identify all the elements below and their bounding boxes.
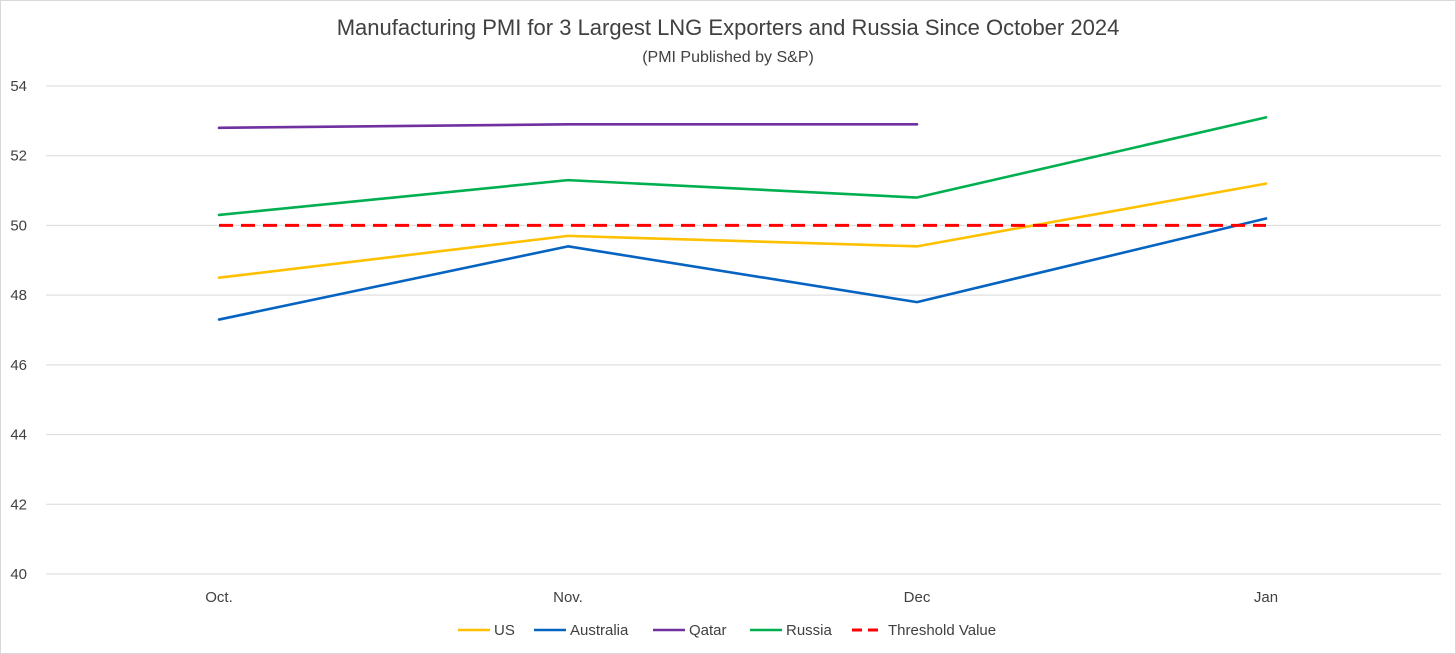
legend-label: US (494, 622, 515, 639)
legend: US Australia Qatar Russia Threshold Value (458, 622, 996, 639)
y-tick-label: 52 (10, 148, 27, 165)
legend-label: Australia (570, 622, 629, 639)
y-tick-label: 50 (10, 217, 27, 234)
x-tick-label: Dec (904, 589, 931, 606)
chart-title: Manufacturing PMI for 3 Largest LNG Expo… (337, 15, 1120, 40)
y-tick-label: 46 (10, 357, 27, 374)
x-tick-label: Jan (1254, 589, 1278, 606)
x-axis-ticks: Oct. Nov. Dec Jan (205, 589, 1278, 606)
chart-subtitle: (PMI Published by S&P) (642, 49, 814, 66)
series-line-us (217, 182, 1268, 280)
series-line-russia (217, 116, 1268, 217)
series-lines (217, 116, 1268, 321)
legend-label: Qatar (689, 622, 727, 639)
series-line-australia (217, 217, 1268, 321)
legend-label: Russia (786, 622, 833, 639)
legend-label: Threshold Value (888, 622, 996, 639)
y-tick-label: 54 (10, 78, 27, 95)
y-tick-label: 44 (10, 427, 27, 444)
series-line-qatar (217, 123, 919, 130)
x-tick-label: Nov. (553, 589, 583, 606)
y-tick-label: 42 (10, 496, 27, 513)
y-tick-label: 48 (10, 287, 27, 304)
y-tick-label: 40 (10, 566, 27, 583)
y-axis-ticks: 40 42 44 46 48 50 52 54 (10, 78, 27, 583)
grid-lines (46, 85, 1441, 575)
x-tick-label: Oct. (205, 589, 233, 606)
